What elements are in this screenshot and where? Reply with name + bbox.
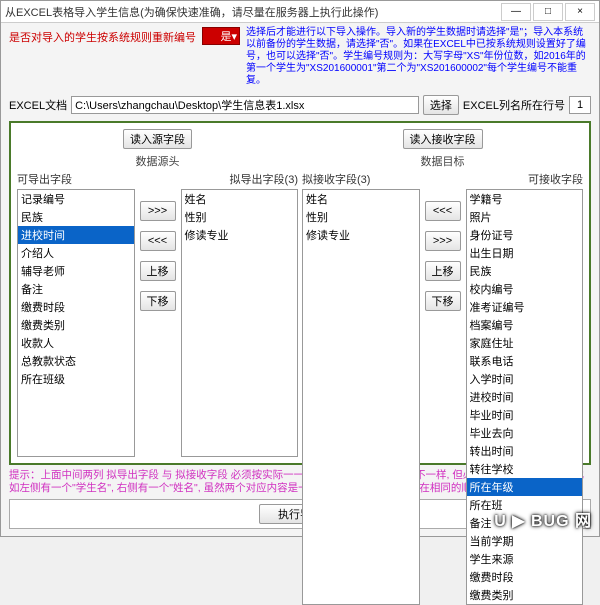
list-item[interactable]: 校内编号 [467,280,583,298]
renumber-value: 是 [220,28,231,44]
source-pair: 可导出字段 记录编号民族进校时间介绍人辅导老师备注缴费时段缴费类别收款人总教款状… [17,171,298,457]
titlebar: 从EXCEL表格导入学生信息(为确保快速准确，请尽量在服务器上执行此操作) — … [1,1,599,23]
header-row-input[interactable] [569,96,591,114]
move-down-export-button[interactable]: 下移 [140,291,176,311]
list-item[interactable]: 性别 [182,208,298,226]
list-item[interactable]: 缴费类别 [467,586,583,604]
add-export-button[interactable]: >>> [140,201,176,221]
can-export-title: 可导出字段 [17,171,135,187]
window-controls: — □ × [501,3,595,21]
list-item[interactable]: 修读专业 [182,226,298,244]
move-up-export-button[interactable]: 上移 [140,261,176,281]
list-item[interactable]: 学生来源 [467,550,583,568]
close-button[interactable]: × [565,3,595,21]
list-item[interactable]: 缴费类别 [18,316,134,334]
list-item[interactable]: 转往学校 [467,460,583,478]
list-item[interactable]: 所在班级 [18,370,134,388]
remove-receive-button[interactable]: <<< [425,201,461,221]
list-item[interactable]: 缴费时段 [467,568,583,586]
chevron-down-icon: ▾ [231,30,237,43]
to-receive-list[interactable]: 姓名性别修读专业 [302,189,420,605]
list-item[interactable]: 辅导老师 [18,262,134,280]
list-item[interactable]: 备注 [18,280,134,298]
list-item[interactable]: 出生日期 [467,244,583,262]
list-item[interactable]: 姓名 [182,190,298,208]
list-item[interactable]: 民族 [18,208,134,226]
list-item[interactable]: 进校时间 [18,226,134,244]
list-item[interactable]: 联系电话 [467,352,583,370]
read-source-button[interactable]: 读入源字段 [123,129,192,149]
move-up-receive-button[interactable]: 上移 [425,261,461,281]
target-pair: 拟接收字段(3) 姓名性别修读专业 <<< >>> 上移 下移 可接收字段 学籍… [302,171,583,605]
target-heading: 数据目标 [302,153,583,169]
source-mid-buttons: >>> <<< 上移 下移 [139,171,177,457]
excel-path-label: EXCEL文档 [9,97,67,113]
list-item[interactable]: 当前学期 [467,532,583,550]
can-export-col: 可导出字段 记录编号民族进校时间介绍人辅导老师备注缴费时段缴费类别收款人总教款状… [17,171,135,457]
list-item[interactable]: 所在班 [467,496,583,514]
to-export-title: 拟导出字段(3) [181,171,299,187]
content: 是否对导入的学生按系统规则重新编号 是 ▾ 选择后才能进行以下导入操作。导入新的… [1,23,599,533]
move-down-receive-button[interactable]: 下移 [425,291,461,311]
list-item[interactable]: 总教款状态 [18,352,134,370]
list-item[interactable]: 身份证号 [467,226,583,244]
list-item[interactable]: 收款人 [18,334,134,352]
header-row-label: EXCEL列名所在行号 [463,97,565,113]
list-item[interactable]: 毕业去向 [467,424,583,442]
can-receive-col: 可接收字段 学籍号照片身份证号出生日期民族校内编号准考证编号档案编号家庭住址联系… [466,171,584,605]
list-item[interactable]: 缴费时段 [18,298,134,316]
list-item[interactable]: 所在年级 [467,478,583,496]
list-item[interactable]: 照片 [467,208,583,226]
excel-path-input[interactable] [71,96,419,114]
maximize-button[interactable]: □ [533,3,563,21]
list-item[interactable]: 家庭住址 [467,334,583,352]
renumber-label: 是否对导入的学生按系统规则重新编号 [9,27,196,45]
window-title: 从EXCEL表格导入学生信息(为确保快速准确，请尽量在服务器上执行此操作) [5,4,501,20]
list-item[interactable]: 修读专业 [303,226,419,244]
list-item[interactable]: 转出时间 [467,442,583,460]
to-receive-title: 拟接收字段(3) [302,171,420,187]
list-item[interactable]: 进校时间 [467,388,583,406]
target-mid-buttons: <<< >>> 上移 下移 [424,171,462,605]
can-export-list[interactable]: 记录编号民族进校时间介绍人辅导老师备注缴费时段缴费类别收款人总教款状态所在班级 [17,189,135,457]
to-export-list[interactable]: 姓名性别修读专业 [181,189,299,457]
remove-export-button[interactable]: <<< [140,231,176,251]
to-receive-col: 拟接收字段(3) 姓名性别修读专业 [302,171,420,605]
can-receive-title: 可接收字段 [466,171,584,187]
mapping-panel: 读入源字段 数据源头 可导出字段 记录编号民族进校时间介绍人辅导老师备注缴费时段… [9,121,591,465]
renumber-note: 选择后才能进行以下导入操作。导入新的学生数据时请选择"是"；导入本系统以前备份的… [246,27,591,87]
list-item[interactable]: 学籍号 [467,190,583,208]
to-export-col: 拟导出字段(3) 姓名性别修读专业 [181,171,299,457]
list-item[interactable]: 性别 [303,208,419,226]
can-receive-list[interactable]: 学籍号照片身份证号出生日期民族校内编号准考证编号档案编号家庭住址联系电话入学时间… [466,189,584,605]
browse-button[interactable]: 选择 [423,95,459,115]
list-item[interactable]: 备注 [467,514,583,532]
path-row: EXCEL文档 选择 EXCEL列名所在行号 [9,95,591,115]
renumber-select[interactable]: 是 ▾ [202,27,240,45]
list-item[interactable]: 档案编号 [467,316,583,334]
list-item[interactable]: 毕业时间 [467,406,583,424]
list-item[interactable]: 准考证编号 [467,298,583,316]
renumber-row: 是否对导入的学生按系统规则重新编号 是 ▾ 选择后才能进行以下导入操作。导入新的… [9,27,591,87]
add-receive-button[interactable]: >>> [425,231,461,251]
list-item[interactable]: 记录编号 [18,190,134,208]
list-item[interactable]: 民族 [467,262,583,280]
source-heading: 数据源头 [17,153,298,169]
minimize-button[interactable]: — [501,3,531,21]
read-target-button[interactable]: 读入接收字段 [403,129,483,149]
source-half: 读入源字段 数据源头 可导出字段 记录编号民族进校时间介绍人辅导老师备注缴费时段… [17,129,298,457]
list-item[interactable]: 入学时间 [467,370,583,388]
target-half: 读入接收字段 数据目标 拟接收字段(3) 姓名性别修读专业 <<< >>> 上移… [302,129,583,457]
columns: 读入源字段 数据源头 可导出字段 记录编号民族进校时间介绍人辅导老师备注缴费时段… [17,129,583,457]
list-item[interactable]: 介绍人 [18,244,134,262]
list-item[interactable]: 姓名 [303,190,419,208]
window: 从EXCEL表格导入学生信息(为确保快速准确，请尽量在服务器上执行此操作) — … [0,0,600,537]
